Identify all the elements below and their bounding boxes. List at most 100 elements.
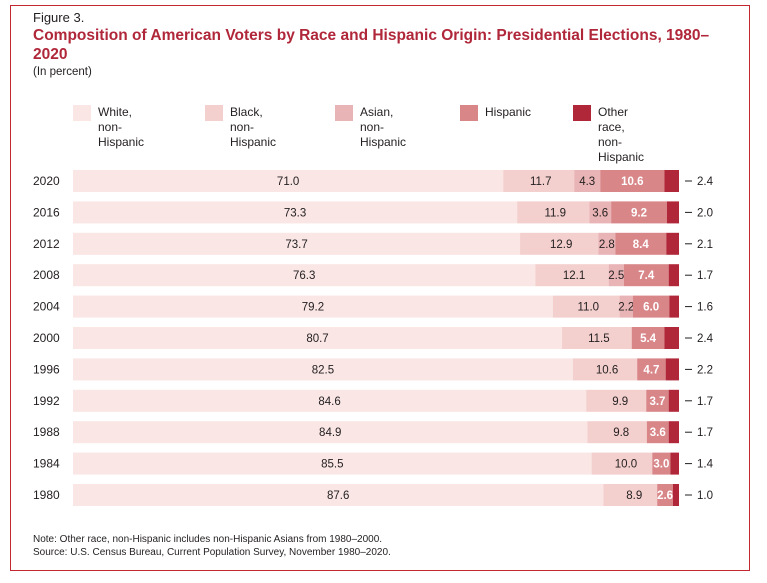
value-label-white: 84.9 — [319, 427, 341, 439]
bar-segment-black — [586, 389, 647, 412]
legend-swatch-other — [573, 105, 591, 121]
bar-segment-other — [664, 170, 679, 192]
year-label: 2016 — [33, 205, 60, 219]
year-label: 2008 — [33, 268, 60, 282]
value-label-other: 2.4 — [697, 333, 714, 345]
value-label-black: 12.9 — [550, 239, 572, 251]
value-label-other: 1.6 — [697, 302, 713, 314]
legend-label-other: Other race, non-Hispanic — [598, 105, 645, 164]
bar-segment-white — [73, 201, 518, 224]
value-label-hispanic: 8.4 — [633, 239, 650, 251]
bar-segment-black — [603, 484, 658, 506]
value-label-hispanic: 7.4 — [638, 270, 655, 282]
value-label-other: 2.4 — [697, 176, 714, 188]
bar-segment-hispanic — [632, 295, 670, 318]
bar-segment-white — [73, 389, 587, 412]
value-label-hispanic: 2.6 — [657, 490, 673, 502]
value-label-other: 1.7 — [697, 427, 713, 439]
value-label-black: 8.9 — [626, 490, 642, 502]
value-label-black: 11.7 — [530, 176, 552, 188]
value-label-black: 11.5 — [588, 333, 610, 345]
year-label: 1984 — [33, 457, 60, 471]
value-label-white: 82.5 — [312, 364, 334, 376]
bar-segment-black — [587, 421, 647, 444]
bar-segment-white — [73, 421, 588, 444]
value-label-white: 73.3 — [284, 207, 306, 219]
value-label-other: 1.7 — [697, 270, 713, 282]
bar-segment-hispanic — [637, 358, 666, 381]
value-label-asian: 2.5 — [608, 270, 624, 282]
bar-segment-white — [73, 295, 553, 318]
bar-segment-other — [665, 358, 679, 381]
source-text: Source: U.S. Census Bureau, Current Popu… — [33, 547, 391, 558]
year-label: 2020 — [33, 174, 60, 188]
value-label-black: 9.9 — [612, 396, 628, 408]
bar-segment-hispanic — [631, 327, 665, 349]
bar-segment-black — [535, 264, 609, 287]
bar-segment-other — [670, 452, 679, 475]
value-label-hispanic: 3.7 — [649, 396, 665, 408]
bar-segment-black — [552, 295, 620, 318]
bar-segment-other — [669, 295, 679, 318]
bar-segment-other — [664, 327, 679, 349]
bar-segment-black — [562, 327, 632, 349]
bar-segment-asian — [619, 295, 633, 318]
legend-item-black: Black, non-Hispanic — [205, 105, 276, 150]
bar-segment-asian — [589, 201, 612, 224]
value-label-hispanic: 5.4 — [640, 333, 657, 345]
year-label: 2000 — [33, 331, 60, 345]
value-label-white: 79.2 — [302, 302, 324, 314]
bar-segment-other — [668, 421, 679, 444]
value-label-other: 1.0 — [697, 490, 713, 502]
value-label-white: 85.5 — [321, 459, 343, 471]
legend-item-asian: Asian, non-Hispanic — [335, 105, 406, 150]
bar-segment-asian — [598, 232, 616, 255]
year-label: 1996 — [33, 362, 60, 376]
legend-swatch-white — [73, 105, 91, 121]
value-label-hispanic: 9.2 — [631, 207, 647, 219]
legend-item-other: Other race, non-Hispanic — [573, 105, 644, 165]
bar-segment-hispanic — [623, 264, 669, 287]
bar-segment-white — [73, 327, 563, 349]
bar-segment-black — [591, 452, 653, 475]
legend-swatch-asian — [335, 105, 353, 121]
bar-segment-hispanic — [615, 232, 667, 255]
bar-segment-black — [503, 170, 575, 192]
bar-segment-white — [73, 358, 573, 381]
bar-segment-white — [73, 232, 521, 255]
value-label-black: 12.1 — [563, 270, 585, 282]
value-label-white: 76.3 — [293, 270, 315, 282]
value-label-black: 9.8 — [613, 427, 629, 439]
value-label-asian: 4.3 — [579, 176, 595, 188]
value-label-other: 1.7 — [697, 396, 713, 408]
value-label-white: 80.7 — [306, 333, 328, 345]
bar-segment-other — [672, 484, 679, 506]
legend-item-white: White, non-Hispanic — [73, 105, 144, 150]
value-label-other: 2.2 — [697, 364, 713, 376]
year-label: 2012 — [33, 237, 60, 251]
bar-segment-hispanic — [646, 389, 669, 412]
bar-segment-asian — [608, 264, 624, 287]
legend-label-black: Black, non-Hispanic — [230, 105, 277, 149]
value-label-white: 87.6 — [327, 490, 349, 502]
year-label: 2004 — [33, 300, 60, 314]
value-label-other: 1.4 — [697, 459, 714, 471]
value-label-hispanic: 3.6 — [650, 427, 666, 439]
bar-segment-black — [572, 358, 638, 381]
legend-swatch-hispanic — [460, 105, 478, 121]
legend-swatch-black — [205, 105, 223, 121]
legend-label-white: White, non-Hispanic — [98, 105, 145, 149]
value-label-black: 11.9 — [544, 207, 566, 219]
bar-segment-other — [666, 232, 679, 255]
bar-segment-hispanic — [652, 452, 671, 475]
units-label: (In percent) — [33, 66, 92, 78]
value-label-asian: 2.8 — [599, 239, 615, 251]
bar-segment-hispanic — [600, 170, 665, 192]
legend-label-asian: Asian, non-Hispanic — [360, 105, 407, 149]
year-label: 1980 — [33, 488, 60, 502]
note-text: Note: Other race, non-Hispanic includes … — [33, 534, 383, 545]
value-label-asian: 3.6 — [592, 207, 608, 219]
bar-segment-other — [668, 389, 679, 412]
bar-segment-asian — [574, 170, 601, 192]
